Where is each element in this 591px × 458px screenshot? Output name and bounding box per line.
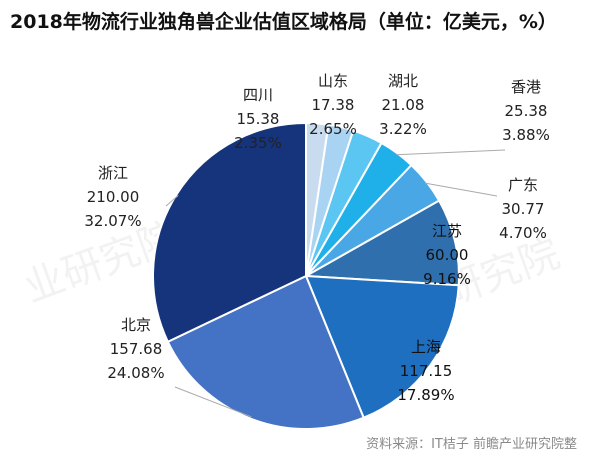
slice-label-value: 157.68 (110, 340, 163, 358)
slice-label-percent: 2.35% (234, 134, 282, 152)
slice-label-value: 117.15 (400, 362, 453, 380)
leader-line (424, 182, 498, 197)
slice-label-percent: 32.07% (84, 212, 141, 230)
slice-label-value: 210.00 (87, 188, 140, 206)
slice-label-value: 15.38 (237, 110, 280, 128)
slice-label-value: 30.77 (502, 200, 545, 218)
slice-label-name: 湖北 (388, 72, 418, 90)
slice-label-percent: 2.65% (309, 120, 357, 138)
slice-label-value: 17.38 (312, 96, 355, 114)
slice-label-percent: 4.70% (499, 224, 547, 242)
slice-label-name: 香港 (511, 78, 541, 96)
pie-slice-7 (304, 274, 460, 420)
slice-label-name: 江苏 (432, 222, 462, 240)
pie-slice-9 (152, 121, 307, 344)
slice-label-name: 四川 (243, 86, 273, 104)
slice-label-name: 浙江 (98, 164, 128, 182)
slice-label-name: 山东 (318, 72, 348, 90)
slice-label-value: 60.00 (426, 246, 469, 264)
leader-line (174, 386, 252, 418)
slice-label-value: 21.08 (382, 96, 425, 114)
chart-title: 2018年物流行业独角兽企业估值区域格局（单位：亿美元，%） (10, 11, 557, 33)
leader-line (395, 149, 506, 156)
slice-label-name: 上海 (411, 338, 441, 356)
pie-slice-8 (166, 274, 365, 430)
slice-label-percent: 17.89% (397, 386, 454, 404)
slice-label-percent: 3.88% (502, 126, 550, 144)
slice-label-name: 广东 (508, 176, 538, 194)
leader-line (165, 195, 179, 207)
slice-label-percent: 3.22% (379, 120, 427, 138)
source-note: 资料来源：IT桔子 前瞻产业研究院整 (366, 437, 577, 452)
slice-label-percent: 9.16% (423, 270, 471, 288)
pie-slice-6 (302, 199, 460, 287)
slice-label-name: 北京 (121, 316, 151, 334)
slice-label-value: 25.38 (505, 102, 548, 120)
slice-label-percent: 24.08% (107, 364, 164, 382)
